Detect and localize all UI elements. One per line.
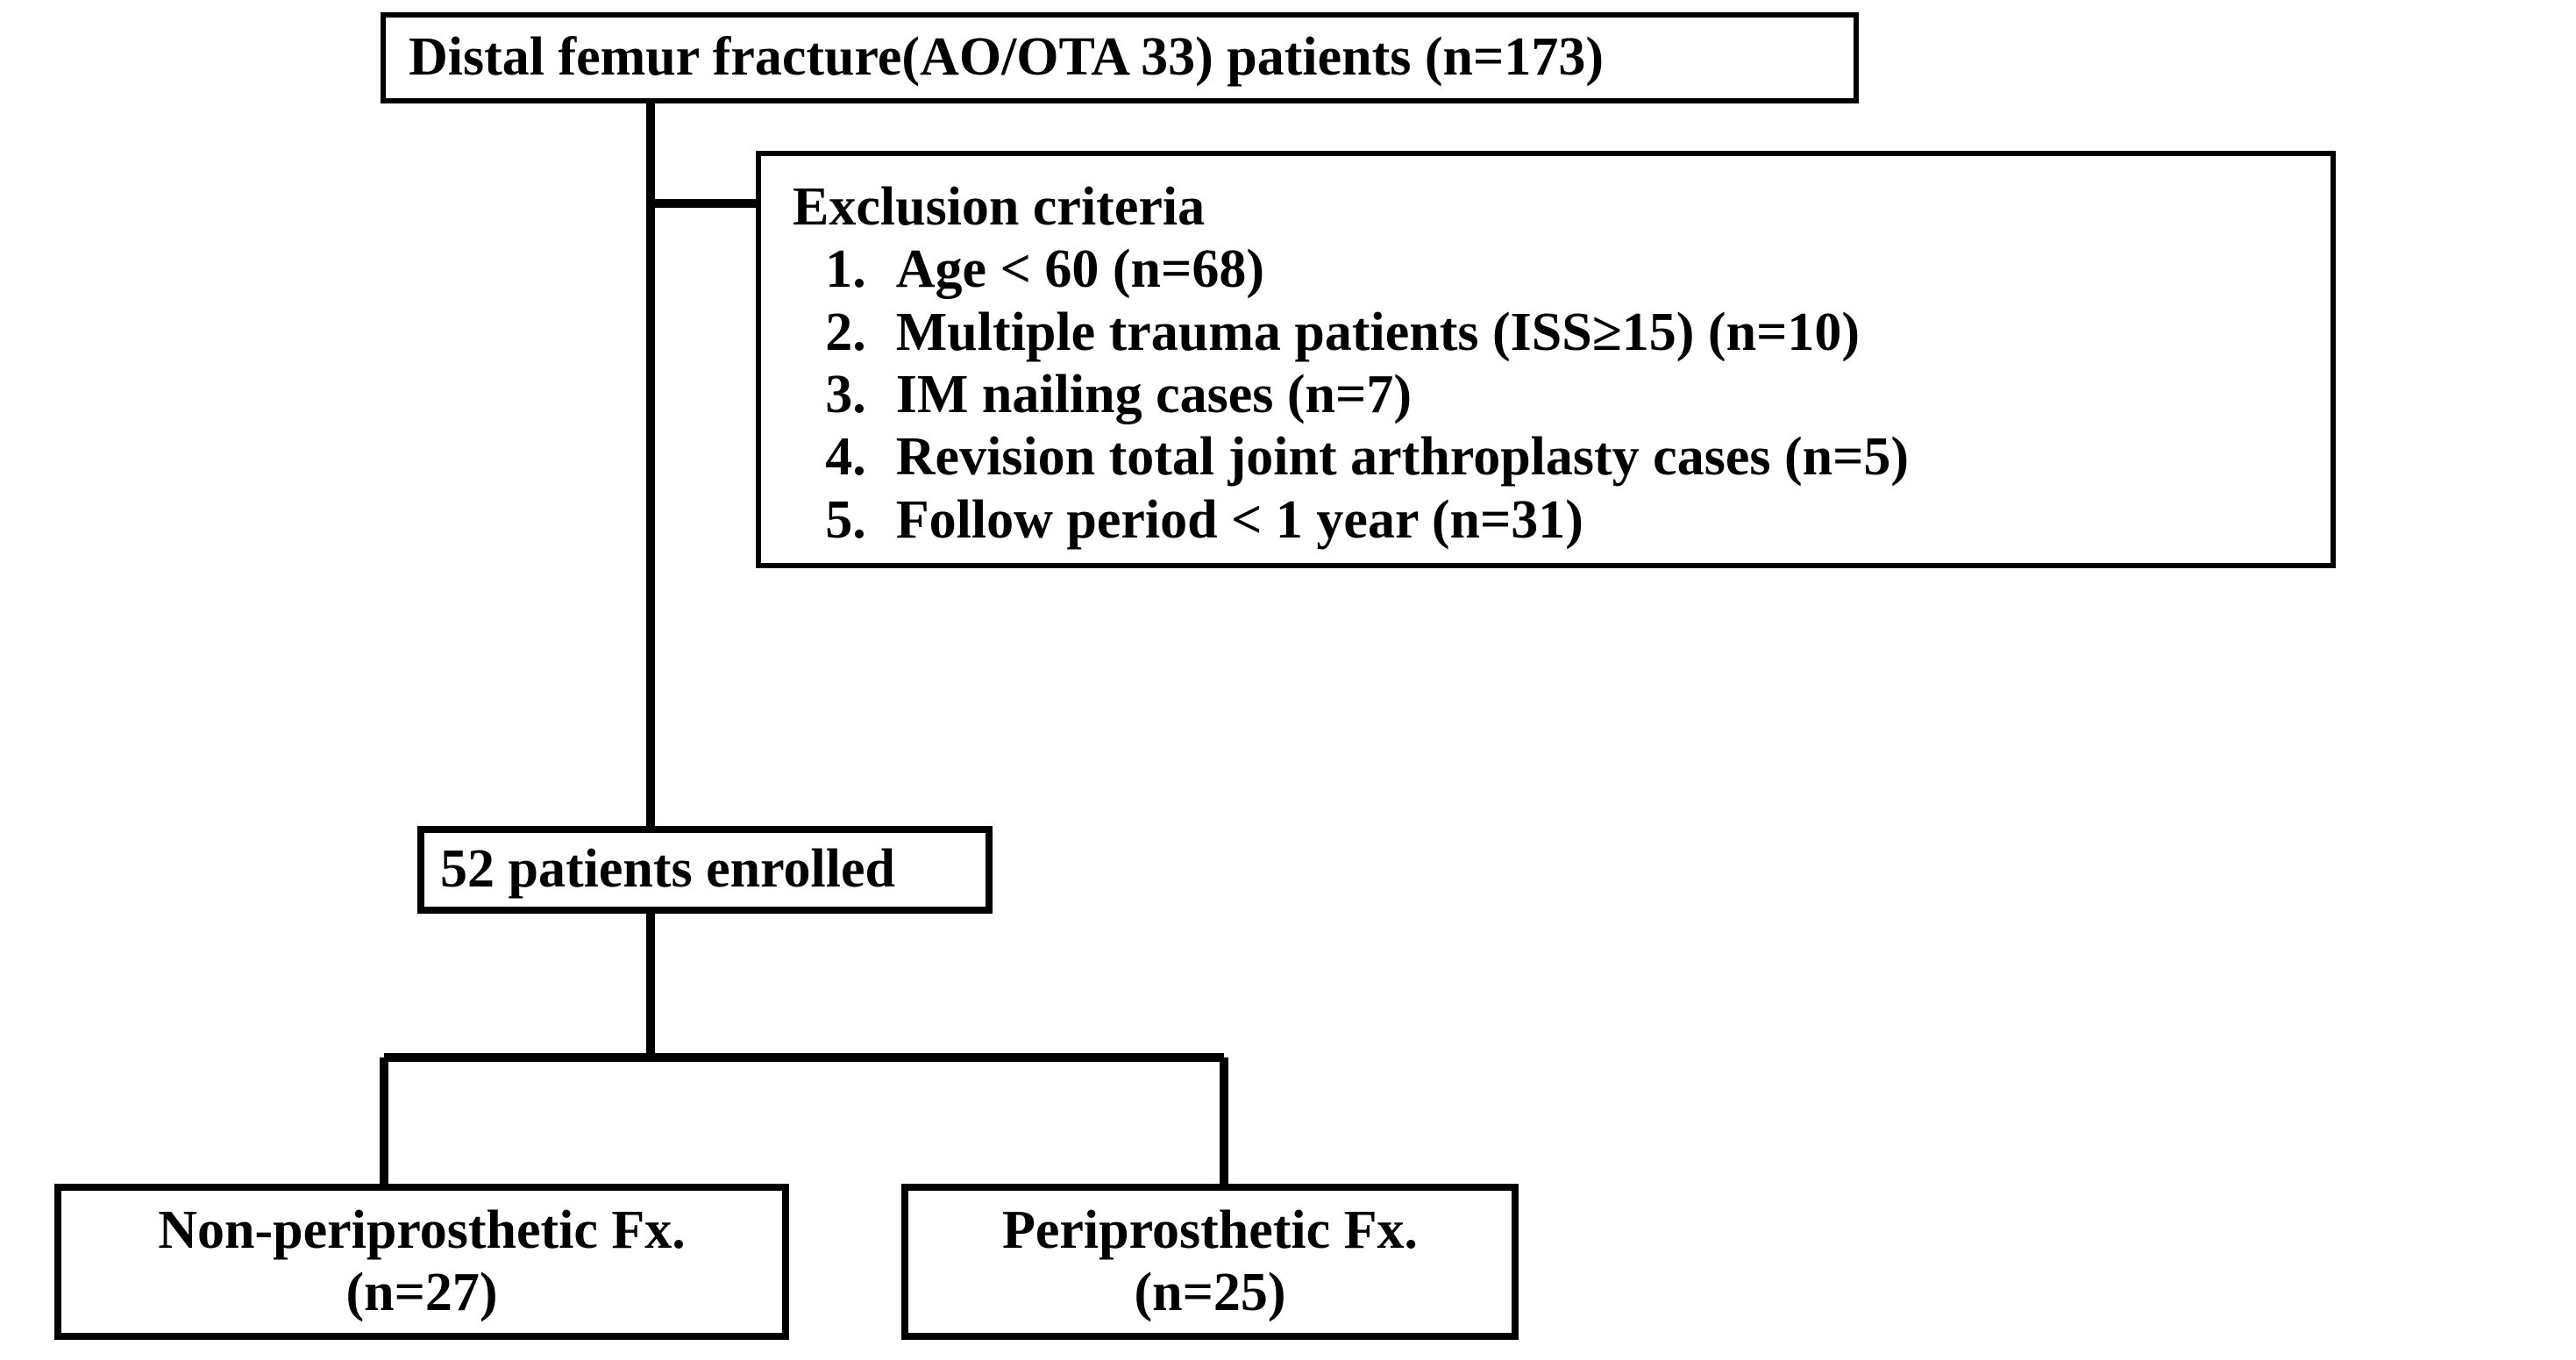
periprosthetic-line2: (n=25) [1134,1262,1285,1324]
root-node: Distal femur fracture(AO/OTA 33) patient… [381,12,1859,103]
non-periprosthetic-line1: Non-periprosthetic Fx. [158,1200,686,1262]
exclusion-list: Age < 60 (n=68) Multiple trauma patients… [793,239,1909,551]
exclusion-title: Exclusion criteria [793,176,1205,239]
exclusion-item-5: Follow period < 1 year (n=31) [879,489,1909,552]
enrolled-label: 52 patients enrolled [440,838,895,901]
exclusion-item-1: Age < 60 (n=68) [879,239,1909,301]
periprosthetic-node: Periprosthetic Fx. (n=25) [901,1184,1519,1340]
non-periprosthetic-line2: (n=27) [345,1262,497,1324]
exclusion-item-4: Revision total joint arthroplasty cases … [879,426,1909,488]
periprosthetic-line1: Periprosthetic Fx. [1002,1200,1418,1262]
exclusion-node: Exclusion criteria Age < 60 (n=68) Multi… [756,151,2336,568]
exclusion-item-3: IM nailing cases (n=7) [879,364,1909,426]
enrolled-node: 52 patients enrolled [417,826,993,914]
root-label: Distal femur fracture(AO/OTA 33) patient… [409,26,1604,89]
exclusion-item-2: Multiple trauma patients (ISS≥15) (n=10) [879,302,1909,364]
non-periprosthetic-node: Non-periprosthetic Fx. (n=27) [54,1184,789,1340]
